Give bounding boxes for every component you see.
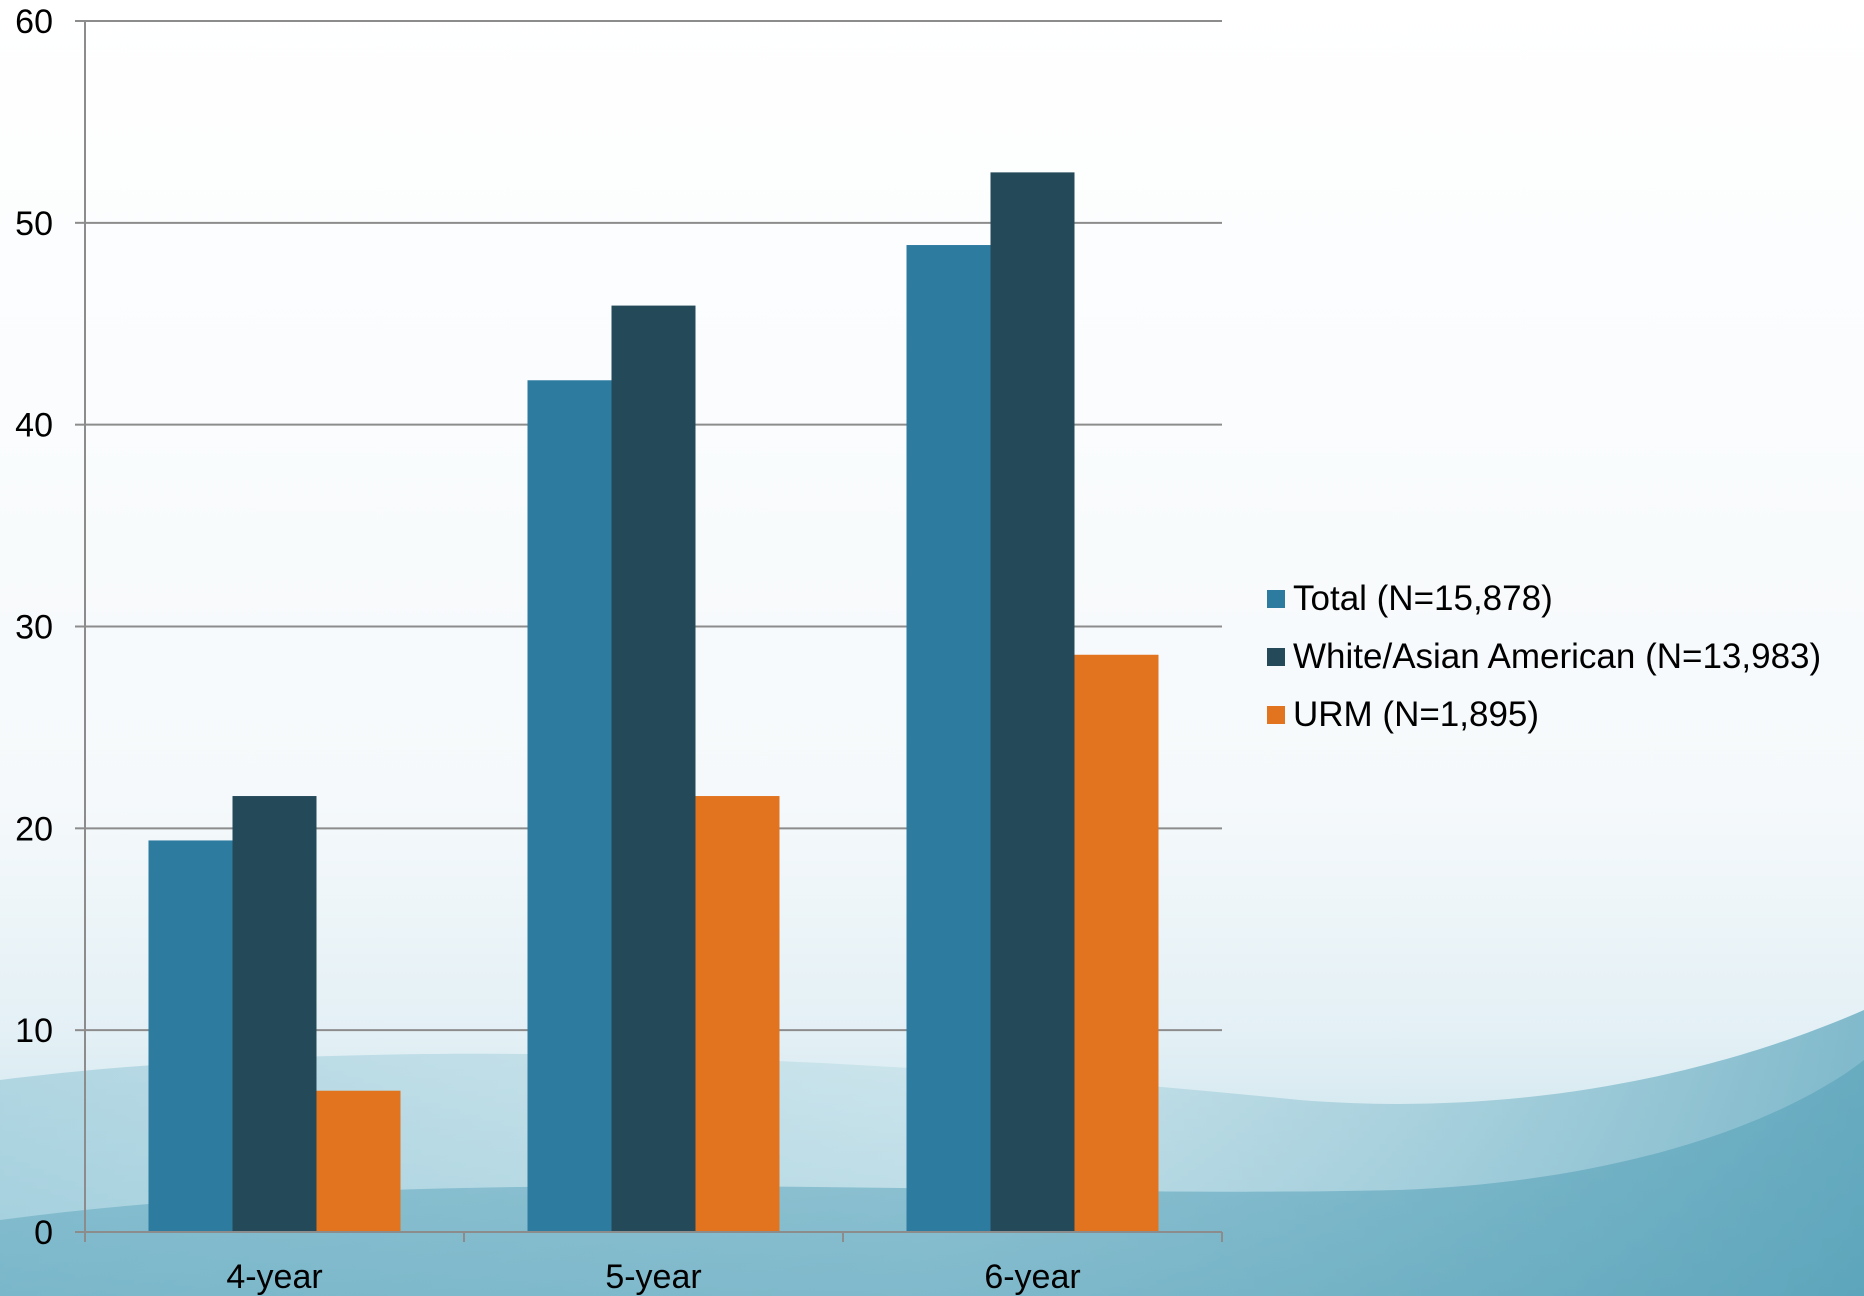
y-tick-label: 30 [15, 609, 53, 647]
legend: Total (N=15,878) White/Asian American (N… [1267, 570, 1821, 744]
bar [611, 305, 696, 1233]
background-wave [0, 1060, 1864, 1296]
bar [316, 1090, 401, 1232]
x-tick-label: 6-year [984, 1258, 1080, 1296]
y-tick-label: 10 [15, 1012, 53, 1050]
y-tick-label: 0 [34, 1214, 53, 1252]
bar [990, 172, 1075, 1232]
bar [148, 840, 233, 1232]
bar [232, 796, 317, 1232]
legend-item-white-asian-american: White/Asian American (N=13,983) [1267, 628, 1821, 686]
legend-item-urm: URM (N=1,895) [1267, 686, 1821, 744]
bar [906, 245, 991, 1232]
bars [148, 172, 1159, 1233]
legend-label: URM (N=1,895) [1293, 695, 1540, 734]
tick-labels: 0 10 20 30 40 50 60 4-year 5-year 6-year [15, 3, 1081, 1296]
legend-item-total: Total (N=15,878) [1267, 570, 1821, 628]
x-tick-label: 5-year [605, 1258, 701, 1296]
axes [75, 20, 1223, 1242]
legend-label: Total (N=15,878) [1293, 579, 1553, 618]
bar [527, 380, 612, 1233]
legend-swatch [1267, 590, 1285, 608]
x-tick-label: 4-year [226, 1258, 322, 1296]
y-tick-label: 60 [15, 3, 53, 41]
bar [695, 796, 780, 1232]
legend-label: White/Asian American (N=13,983) [1293, 637, 1822, 676]
y-tick-label: 50 [15, 205, 53, 243]
legend-swatch [1267, 706, 1285, 724]
y-tick-label: 20 [15, 810, 53, 848]
legend-swatch [1267, 648, 1285, 666]
bar [1074, 654, 1159, 1232]
y-tick-label: 40 [15, 407, 53, 445]
